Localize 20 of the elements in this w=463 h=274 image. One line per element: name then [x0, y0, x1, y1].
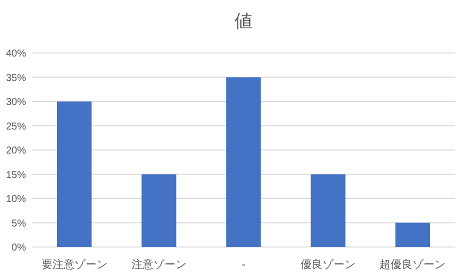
bar: [226, 77, 261, 247]
x-tick-label: -: [242, 258, 246, 271]
y-tick-label: 15%: [6, 170, 26, 181]
bar: [142, 174, 176, 247]
bar: [395, 222, 430, 247]
y-tick-label: 20%: [6, 146, 26, 156]
bar: [310, 174, 346, 247]
x-tick-label: 注意ゾーン: [131, 258, 186, 271]
y-tick-label: 5%: [12, 218, 26, 230]
y-tick-label: 35%: [6, 72, 26, 84]
chart-title: 値: [234, 11, 252, 32]
x-tick-label: 超優良ゾーン: [380, 258, 446, 271]
y-tick-label: 0%: [12, 242, 26, 254]
y-tick-label: 40%: [6, 48, 26, 60]
bar: [56, 102, 92, 247]
x-tick-label: 優良ゾーン: [300, 258, 356, 271]
y-tick-label: 30%: [6, 97, 26, 108]
y-tick-label: 10%: [6, 194, 26, 205]
x-tick-label: 要注意ゾーン: [41, 258, 108, 271]
y-tick-label: 25%: [6, 121, 26, 132]
